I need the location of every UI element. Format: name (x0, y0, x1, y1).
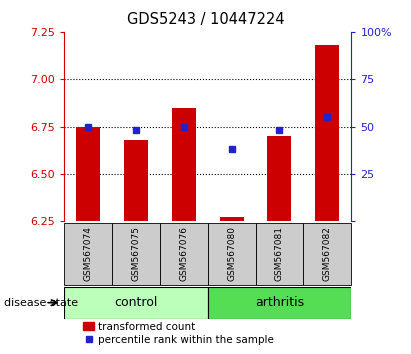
Bar (256, 223, 303, 285)
Text: control: control (114, 296, 157, 309)
Bar (64, 223, 112, 285)
Text: GSM567081: GSM567081 (275, 226, 284, 281)
Bar (76, 127, 100, 221)
Text: GSM567082: GSM567082 (323, 226, 332, 281)
Bar (159, 223, 208, 285)
Bar (124, 140, 148, 221)
Bar (268, 136, 291, 221)
Bar (315, 45, 339, 221)
Legend: transformed count, percentile rank within the sample: transformed count, percentile rank withi… (79, 317, 278, 349)
Bar (208, 223, 256, 285)
Text: GSM567076: GSM567076 (179, 226, 188, 281)
Text: GDS5243 / 10447224: GDS5243 / 10447224 (127, 12, 284, 27)
Bar (172, 108, 196, 221)
Text: disease state: disease state (4, 298, 78, 308)
Text: GSM567074: GSM567074 (83, 226, 92, 281)
Bar (64, 287, 208, 319)
Text: GSM567075: GSM567075 (131, 226, 140, 281)
Bar (219, 217, 243, 221)
Bar (112, 223, 159, 285)
Text: GSM567080: GSM567080 (227, 226, 236, 281)
Bar (303, 223, 351, 285)
Text: arthritis: arthritis (255, 296, 304, 309)
Bar (208, 287, 351, 319)
